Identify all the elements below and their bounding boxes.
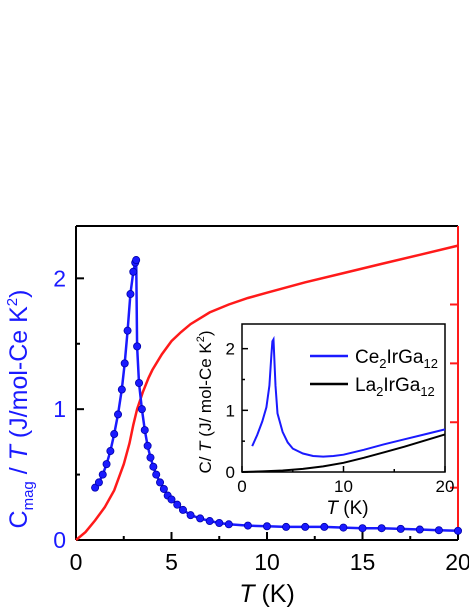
inset-y-label-close: )	[196, 330, 215, 336]
y-tick-label: 1	[53, 396, 66, 422]
x-axis-label: T (K)	[239, 580, 295, 607]
y-label-unit: (J/mol-Ce K	[5, 306, 33, 445]
x-tick-label: 15	[350, 549, 376, 575]
inset-y-tick-label: 0	[226, 463, 235, 482]
series-blue-point	[132, 256, 141, 265]
inset-y-label-superscript: 2	[195, 336, 207, 342]
series-blue-point	[415, 525, 424, 534]
series-blue-point	[301, 522, 310, 531]
inset-legend-label: La2IrGa12	[355, 375, 435, 399]
series-blue-point	[98, 470, 107, 479]
series-blue-point	[110, 430, 119, 439]
series-blue-point	[434, 526, 443, 535]
series-blue-point	[149, 462, 158, 471]
legend-label-subscript: 2	[379, 356, 386, 371]
legend-label-subscript: 12	[423, 356, 437, 371]
series-blue-point	[243, 521, 252, 530]
inset-y-label-unit: (J/ mol-Ce K	[196, 342, 215, 442]
x-label-symbol: T	[239, 580, 256, 607]
y-label-T: T	[5, 443, 33, 460]
legend-label-subscript: 2	[376, 384, 383, 399]
inset-y-label-T: T	[196, 440, 215, 452]
inset-y-label-sep: /	[196, 452, 215, 461]
series-blue-point	[196, 514, 205, 523]
series-blue-point	[129, 267, 138, 276]
series-blue-point	[320, 522, 329, 531]
series-blue-point	[282, 522, 291, 531]
series-blue-point	[358, 524, 367, 533]
legend-label-subscript: 12	[420, 384, 434, 399]
inset-x-tick-label: 20	[436, 477, 455, 496]
inset-y-tick-label: 2	[226, 340, 235, 359]
series-red-line	[75, 244, 459, 541]
series-blue-point	[120, 359, 129, 368]
y-label-subscript: mag	[20, 481, 37, 510]
y-label-sep: /	[5, 460, 33, 481]
legend-label-part: IrGa	[387, 347, 424, 368]
series-blue-point	[396, 524, 405, 533]
series-blue-point	[173, 500, 182, 509]
y-label-close: )	[5, 290, 33, 298]
series-blue-point	[152, 470, 161, 479]
series-blue-point	[102, 460, 111, 469]
inset-series-1-line	[241, 433, 446, 473]
x-tick-label: 20	[445, 549, 469, 575]
y-tick-label: 0	[53, 527, 66, 553]
series-blue-point	[339, 523, 348, 532]
series-blue-point	[224, 520, 233, 529]
series-blue-point	[178, 505, 187, 514]
series-blue-point	[156, 478, 165, 487]
series-blue-point	[140, 426, 149, 435]
series-blue-point	[453, 526, 462, 535]
series-blue-point	[137, 405, 146, 414]
series-blue-point	[106, 447, 115, 456]
y-label-symbol: C	[5, 510, 33, 528]
series-blue-point	[186, 511, 195, 520]
series-blue-point	[126, 290, 135, 299]
y-label-superscript: 2	[4, 298, 21, 306]
x-tick-label: 0	[70, 549, 83, 575]
y-axis-label: Cmag / T (J/mol-Ce K2)	[4, 290, 37, 529]
inset-y-axis-label: C/ T (J/ mol-Ce K2)	[195, 330, 215, 473]
inset-y-tick-label: 1	[226, 401, 235, 420]
series-blue-point	[143, 441, 152, 450]
series-blue-point	[94, 478, 103, 487]
inset-x-tick-label: 0	[237, 477, 246, 496]
inset-series-0-line	[251, 335, 446, 458]
series-blue-point	[146, 453, 155, 462]
series-blue-point	[117, 385, 126, 394]
x-label-unit: (K)	[255, 580, 295, 607]
series-blue-point	[123, 326, 132, 335]
inset-x-axis-label: T (K)	[326, 498, 368, 519]
series-blue-point	[215, 518, 224, 527]
series-blue-point	[133, 342, 142, 351]
inset-x-label-unit: (K)	[338, 498, 369, 519]
inset-x-label-symbol: T	[326, 498, 339, 519]
series-blue-point	[167, 495, 176, 504]
y-tick-label: 2	[53, 265, 66, 291]
series-blue-point	[262, 522, 271, 531]
series-blue-point	[135, 378, 144, 387]
series-blue-point	[205, 517, 214, 526]
inset-x-tick-label: 10	[334, 477, 353, 496]
legend-label-part: IrGa	[383, 375, 420, 396]
inset-y-label-symbol: C	[196, 461, 215, 473]
series-blue-point	[159, 484, 168, 493]
legend-label-part: La	[355, 375, 377, 396]
legend-label-part: Ce	[355, 347, 379, 368]
inset-legend-label: Ce2IrGa12	[355, 347, 438, 371]
series-blue-point	[114, 410, 123, 419]
x-tick-label: 5	[165, 549, 178, 575]
series-blue-point	[377, 524, 386, 533]
x-tick-label: 10	[254, 549, 280, 575]
